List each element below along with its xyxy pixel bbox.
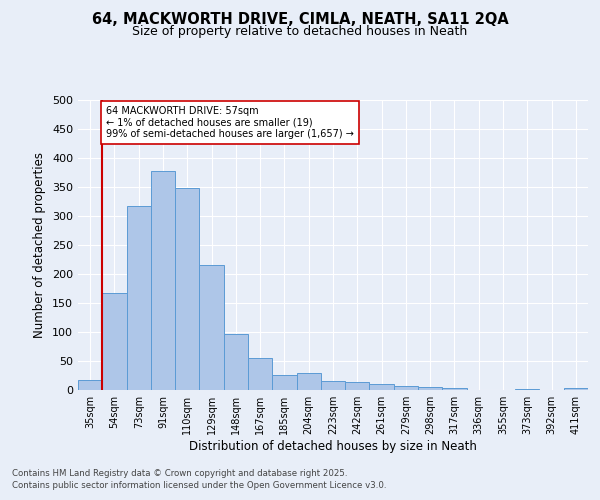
- Bar: [127, 206, 151, 390]
- Bar: [370, 384, 394, 390]
- Bar: [296, 372, 321, 390]
- Bar: [102, 292, 127, 390]
- Text: Contains public sector information licensed under the Open Government Licence v3: Contains public sector information licen…: [12, 481, 386, 490]
- Bar: [418, 387, 442, 390]
- Bar: [151, 171, 175, 390]
- Bar: [78, 380, 102, 390]
- Bar: [442, 388, 467, 390]
- X-axis label: Distribution of detached houses by size in Neath: Distribution of detached houses by size …: [189, 440, 477, 453]
- Bar: [199, 264, 224, 390]
- Bar: [175, 188, 199, 390]
- Y-axis label: Number of detached properties: Number of detached properties: [34, 152, 46, 338]
- Bar: [224, 334, 248, 390]
- Bar: [394, 386, 418, 390]
- Text: Contains HM Land Registry data © Crown copyright and database right 2025.: Contains HM Land Registry data © Crown c…: [12, 468, 347, 477]
- Text: 64 MACKWORTH DRIVE: 57sqm
← 1% of detached houses are smaller (19)
99% of semi-d: 64 MACKWORTH DRIVE: 57sqm ← 1% of detach…: [106, 106, 354, 139]
- Bar: [564, 388, 588, 390]
- Bar: [248, 358, 272, 390]
- Bar: [272, 375, 296, 390]
- Text: Size of property relative to detached houses in Neath: Size of property relative to detached ho…: [133, 25, 467, 38]
- Bar: [321, 380, 345, 390]
- Text: 64, MACKWORTH DRIVE, CIMLA, NEATH, SA11 2QA: 64, MACKWORTH DRIVE, CIMLA, NEATH, SA11 …: [92, 12, 508, 28]
- Bar: [515, 389, 539, 390]
- Bar: [345, 382, 370, 390]
